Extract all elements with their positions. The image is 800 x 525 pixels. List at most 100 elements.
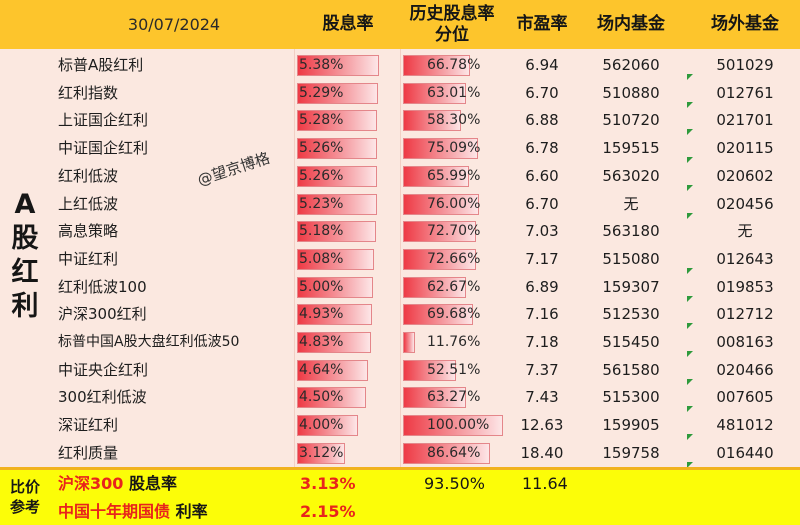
dividend-bar bbox=[297, 415, 358, 437]
cell-note-marker bbox=[687, 184, 693, 191]
pe-value: 7.17 bbox=[525, 249, 559, 268]
table-row: 沪深300红利 4.93% 69.68% 7.16 512530 012712 bbox=[0, 301, 800, 330]
percentile-value: 66.78% bbox=[427, 57, 481, 73]
otc-code: 012712 bbox=[716, 305, 774, 324]
footer-row1-name-red: 沪深300 bbox=[58, 474, 124, 493]
table-row: 上红低波 5.23% 76.00% 6.70 无 020456 bbox=[0, 191, 800, 219]
etf-code: 515300 bbox=[602, 388, 660, 407]
dividend-value: 5.26% bbox=[299, 140, 344, 157]
side-label-char: 利 bbox=[11, 291, 39, 322]
dividend-bar bbox=[297, 110, 378, 132]
header-date: 30/07/2024 bbox=[127, 15, 221, 34]
table-row: 深证红利 4.00% 100.00% 12.63 159905 481012 bbox=[0, 412, 800, 441]
footer-row-hs300: 沪深300 股息率 3.13% 93.50% 11.64 bbox=[0, 470, 800, 498]
footer-row1-dividend: 3.13% bbox=[300, 474, 356, 493]
pe-value: 6.89 bbox=[525, 277, 559, 296]
table-row: 上证国企红利 5.28% 58.30% 6.88 510720 021701 bbox=[0, 107, 800, 136]
otc-code: 501029 bbox=[716, 56, 774, 74]
column-divider bbox=[400, 49, 401, 467]
cell-note-marker bbox=[687, 212, 693, 219]
table-row: 标普中国A股大盘红利低波50 4.83% 11.76% 7.18 515450 00816… bbox=[0, 329, 800, 357]
otc-code: 020115 bbox=[716, 139, 774, 158]
etf-code: 515450 bbox=[602, 333, 660, 351]
percentile-bar bbox=[403, 193, 479, 215]
table-row: 红利低波100 5.00% 62.67% 6.89 159307 019853 bbox=[0, 274, 800, 302]
footer-side-label: 比价 参考 bbox=[0, 470, 50, 525]
table-row: 中证国企红利 5.26% 75.09% 6.78 159515 020115 bbox=[0, 135, 800, 164]
dividend-bar bbox=[297, 248, 375, 270]
header-dividend: 股息率 bbox=[322, 14, 374, 34]
percentile-value: 65.99% bbox=[427, 167, 481, 184]
percentile-value: 11.76% bbox=[427, 334, 481, 350]
cell-note-marker bbox=[687, 378, 693, 385]
otc-code: 019853 bbox=[716, 277, 774, 296]
dividend-value: 4.64% bbox=[299, 361, 344, 378]
index-name: 高息策略 bbox=[58, 222, 119, 241]
etf-code: 512530 bbox=[602, 305, 660, 324]
etf-code: 561580 bbox=[602, 360, 660, 379]
index-name: 红利低波100 bbox=[58, 277, 147, 296]
otc-code: 012643 bbox=[716, 249, 774, 268]
percentile-bar bbox=[403, 55, 470, 76]
footer-divider bbox=[0, 467, 800, 470]
percentile-value: 58.30% bbox=[427, 112, 481, 129]
pe-value: 18.40 bbox=[520, 443, 564, 462]
otc-code: 012761 bbox=[716, 83, 774, 102]
footer-row2-name-black: 利率 bbox=[170, 502, 208, 521]
cell-note-marker bbox=[687, 157, 693, 164]
table-row: 红利质量 3.12% 86.64% 18.40 159758 016440 bbox=[0, 440, 800, 468]
otc-code: 020602 bbox=[716, 166, 774, 185]
index-name: 标普中国A股大盘红利低波50 bbox=[58, 334, 240, 350]
otc-code: 020466 bbox=[716, 360, 774, 379]
cell-note-marker bbox=[687, 295, 693, 302]
side-label-char: A bbox=[14, 189, 36, 220]
pe-value: 6.70 bbox=[525, 83, 559, 102]
percentile-bar bbox=[403, 359, 456, 381]
table-row: 中证央企红利 4.64% 52.51% 7.37 561580 020466 bbox=[0, 357, 800, 385]
etf-code: 510880 bbox=[602, 83, 660, 102]
otc-code: 481012 bbox=[716, 416, 774, 435]
percentile-value: 100.00% bbox=[427, 417, 490, 434]
percentile-bar bbox=[403, 82, 466, 104]
percentile-bar bbox=[403, 276, 466, 298]
etf-code: 563180 bbox=[602, 222, 660, 241]
index-name: 深证红利 bbox=[58, 416, 119, 435]
etf-code: 515080 bbox=[602, 249, 660, 268]
dividend-value: 5.28% bbox=[299, 112, 344, 129]
etf-code: 563020 bbox=[602, 166, 660, 185]
percentile-bar bbox=[403, 304, 473, 326]
header-pe: 市盈率 bbox=[516, 14, 568, 34]
dividend-value: 4.83% bbox=[299, 334, 344, 350]
pe-value: 12.63 bbox=[520, 416, 564, 435]
percentile-bar bbox=[403, 248, 476, 270]
cell-note-marker bbox=[687, 406, 693, 413]
header-etf: 场内基金 bbox=[597, 14, 665, 34]
index-name: 中证央企红利 bbox=[58, 360, 149, 379]
side-label: A 股 红 利 bbox=[0, 49, 50, 467]
footer-row2-name-red: 中国十年期国债 bbox=[58, 502, 171, 521]
percentile-value: 75.09% bbox=[427, 140, 481, 157]
dividend-value: 5.29% bbox=[299, 84, 344, 101]
index-name: 红利低波 bbox=[58, 166, 119, 185]
etf-code: 159905 bbox=[602, 416, 660, 435]
percentile-bar bbox=[403, 165, 469, 187]
cell-note-marker bbox=[687, 74, 693, 80]
dividend-value: 4.50% bbox=[299, 389, 344, 406]
dividend-bar bbox=[297, 276, 374, 298]
pe-value: 6.88 bbox=[525, 111, 559, 130]
index-name: 300红利低波 bbox=[58, 388, 147, 407]
dividend-bar bbox=[297, 138, 378, 160]
pe-value: 7.37 bbox=[525, 360, 559, 379]
percentile-bar bbox=[403, 442, 490, 464]
percentile-value: 63.27% bbox=[427, 389, 481, 406]
otc-code: 008163 bbox=[716, 333, 774, 351]
otc-code: 007605 bbox=[716, 388, 774, 407]
percentile-value: 86.64% bbox=[427, 444, 481, 461]
percentile-value: 72.66% bbox=[427, 250, 481, 267]
percentile-bar bbox=[403, 138, 479, 160]
footer-row1-percentile: 93.50% bbox=[424, 474, 486, 493]
etf-code: 510720 bbox=[602, 111, 660, 130]
cell-note-marker bbox=[687, 267, 693, 274]
cell-note-marker bbox=[687, 461, 693, 468]
footer-side-text: 参考 bbox=[9, 498, 40, 516]
